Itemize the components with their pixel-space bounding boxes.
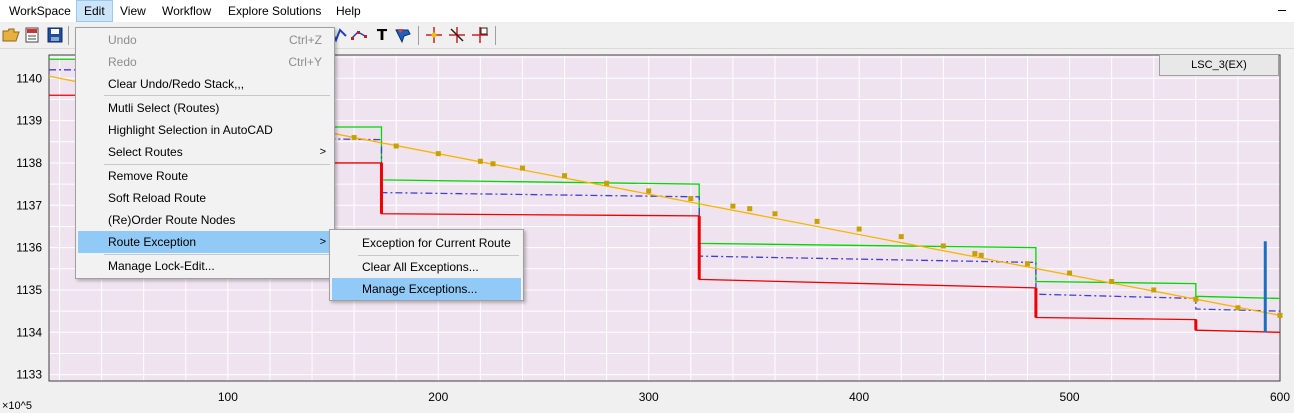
x-tick-label: 500 [1060,390,1080,404]
menu-item-multi-select[interactable]: Mutli Select (Routes) [108,101,220,115]
menu-item-redo[interactable]: Redo Ctrl+Y [78,51,332,73]
orange-marker-point [1067,270,1073,276]
y-tick-label: 1140 [16,71,42,85]
open-folder-icon[interactable] [2,26,20,44]
x-tick-label: 300 [639,390,659,404]
move-point-icon[interactable] [471,26,489,44]
orange-marker-point [1024,261,1030,267]
orange-marker-point [351,135,357,141]
x-tick-label: 200 [428,390,448,404]
y-tick-label: 1135 [16,283,42,297]
select-routes-label: Select Routes [108,145,183,159]
redo-label: Redo [108,55,137,69]
orange-marker-point [477,158,483,164]
menu-item-manage-lock-edit[interactable]: Manage Lock-Edit... [108,259,215,273]
y-tick-label: 1136 [16,241,42,255]
submenu-item-manage-exceptions[interactable]: Manage Exceptions... [332,278,521,300]
y-tick-label: 1133 [16,368,42,382]
orange-marker-point [1193,296,1199,302]
toolbar-separator [68,26,69,45]
menu-separator [104,254,330,255]
save-icon[interactable] [46,26,64,44]
orange-marker-point [1151,287,1157,293]
menu-item-remove-route[interactable]: Remove Route [108,169,189,183]
menu-workspace[interactable]: WorkSpace [9,4,71,18]
menu-bar: WorkSpace Edit View Workflow Explore Sol… [0,0,1294,22]
orange-marker-point [747,206,753,212]
y-tick-label: 1137 [16,198,42,212]
menu-view[interactable]: View [120,4,146,18]
edit-menu-dropdown: Undo Ctrl+Z Redo Ctrl+Y Clear Undo/Redo … [75,27,335,279]
edit-text-icon[interactable] [24,26,42,44]
orange-marker-point [604,180,610,186]
toolbar-separator [418,26,419,45]
menu-item-route-exception[interactable]: Route Exception > [78,231,332,253]
menu-item-clear-undo-redo[interactable]: Clear Undo/Redo Stack,,, [108,77,245,91]
delete-point-icon[interactable] [448,26,466,44]
menu-item-select-routes[interactable]: Select Routes > [78,141,332,163]
redo-shortcut: Ctrl+Y [288,55,322,69]
menu-item-soft-reload[interactable]: Soft Reload Route [108,191,207,205]
y-tick-label: 1139 [16,114,42,128]
plot-frame [48,54,1281,382]
pen-marker-icon[interactable] [394,26,412,44]
orange-marker-point [772,211,778,217]
orange-marker-point [978,252,984,258]
orange-marker-point [490,161,496,167]
orange-marker-point [730,203,736,209]
undo-label: Undo [108,33,137,47]
route-exception-label: Route Exception [108,235,197,249]
orange-marker-point [972,251,978,257]
crosshair-point-icon[interactable] [425,26,443,44]
minimize-icon[interactable] [1278,10,1286,11]
orange-marker-point [646,188,652,194]
y-multiplier-label: ×10^5 [2,400,32,412]
submenu-item-clear-all-exceptions[interactable]: Clear All Exceptions... [362,260,479,274]
orange-marker-point [393,143,399,149]
menu-item-undo[interactable]: Undo Ctrl+Z [78,29,332,51]
x-tick-label: 100 [218,390,238,404]
orange-marker-point [435,151,441,157]
menu-help[interactable]: Help [336,4,361,18]
orange-marker-point [688,196,694,202]
menu-explore-solutions[interactable]: Explore Solutions [228,4,322,18]
orange-marker-point [940,243,946,249]
x-tick-label: 600 [1270,390,1290,404]
text-tool-icon[interactable]: T [376,26,388,44]
toolbar-separator [495,26,496,45]
x-tick-label: 400 [849,390,869,404]
undo-shortcut: Ctrl+Z [289,33,322,47]
orange-marker-point [856,226,862,232]
menu-separator [358,255,519,256]
y-tick-label: 1134 [16,325,42,339]
orange-marker-point [1235,305,1241,311]
orange-marker-point [1277,312,1283,318]
menu-workflow[interactable]: Workflow [162,4,212,18]
orange-marker-point [562,173,568,179]
menu-separator [104,164,330,165]
orange-marker-point [1109,279,1115,285]
submenu-arrow-icon: > [319,236,326,248]
menu-item-highlight-autocad[interactable]: Highlight Selection in AutoCAD [108,123,273,137]
orange-marker-point [519,165,525,171]
submenu-item-exception-current-route[interactable]: Exception for Current Route [362,236,511,250]
menu-separator [104,95,330,96]
route-exception-submenu: Exception for Current Route Clear All Ex… [329,229,524,301]
menu-item-reorder-nodes[interactable]: (Re)Order Route Nodes [108,213,236,227]
orange-marker-point [898,234,904,240]
y-tick-label: 1138 [16,156,42,170]
legend-label[interactable]: LSC_3(EX) [1159,54,1279,76]
orange-marker-point [814,218,820,224]
menu-edit[interactable]: Edit [76,0,113,22]
submenu-arrow-icon: > [319,146,326,158]
scatter-route-icon[interactable] [350,26,368,44]
